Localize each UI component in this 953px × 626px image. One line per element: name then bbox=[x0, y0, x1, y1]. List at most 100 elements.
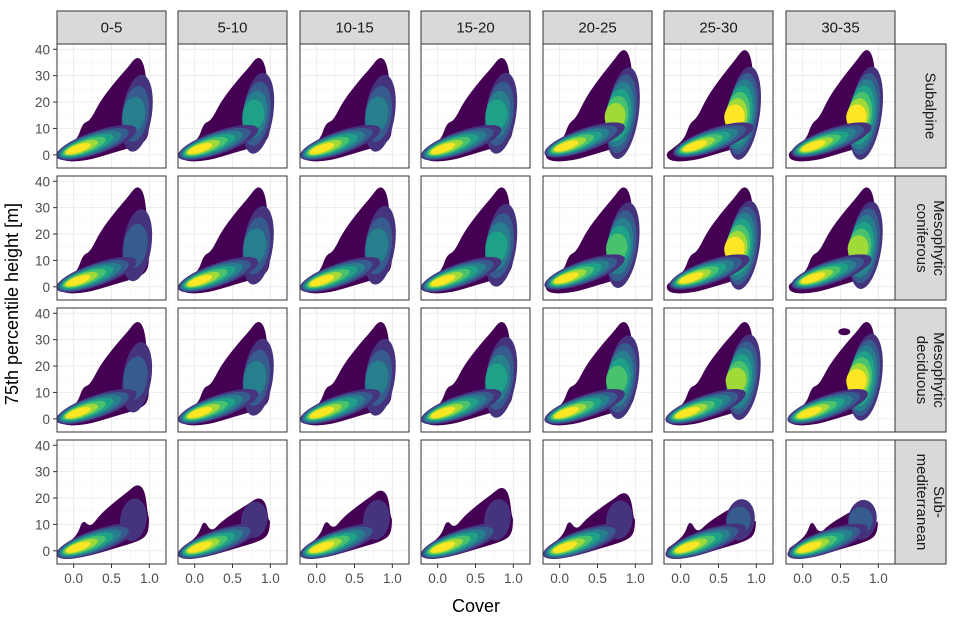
x-tick-label: 1.0 bbox=[261, 571, 280, 586]
panel-3-2 bbox=[297, 439, 412, 565]
column-strip-label: 5-10 bbox=[217, 20, 247, 37]
density-ridge-level-8 bbox=[675, 541, 700, 553]
panel-0-5 bbox=[661, 43, 776, 169]
density-ridge-level-8 bbox=[187, 541, 213, 553]
density-ridge-level-8 bbox=[187, 407, 213, 419]
column-strip-label: 10-15 bbox=[335, 20, 373, 37]
row-strip bbox=[894, 439, 947, 565]
density-contours bbox=[665, 322, 761, 426]
panel-1-0 bbox=[54, 175, 169, 301]
row-strip-label: Mesophytic bbox=[930, 200, 947, 276]
x-axis-title: Cover bbox=[452, 596, 500, 616]
panel-1-3 bbox=[418, 175, 533, 301]
y-tick-label: 30 bbox=[35, 465, 50, 480]
panel-border bbox=[663, 175, 774, 301]
column-strip-label: 20-25 bbox=[578, 20, 616, 37]
row-strip bbox=[894, 307, 947, 433]
panel-border bbox=[420, 175, 531, 301]
density-ridge-level-8 bbox=[65, 143, 91, 155]
y-tick-label: 20 bbox=[35, 227, 50, 242]
column-strip-label: 15-20 bbox=[456, 20, 494, 37]
y-tick-label: 10 bbox=[35, 253, 50, 268]
density-contours bbox=[421, 187, 518, 294]
density-contours bbox=[666, 187, 761, 294]
y-tick-label: 10 bbox=[35, 121, 50, 136]
ticks-layer: 0 10 20 30 40 0 10 20 30 40 0 10 20 30 40 0 10 20 30 40 0.0 0… bbox=[35, 42, 888, 586]
density-contours bbox=[544, 50, 640, 162]
density-upper-level-4 bbox=[243, 360, 267, 397]
density-ridge-level-8 bbox=[430, 143, 456, 155]
panel-3-4 bbox=[540, 439, 655, 565]
density-ridge-level-8 bbox=[797, 541, 822, 553]
y-tick-label: 20 bbox=[35, 95, 50, 110]
density-contours bbox=[788, 50, 884, 162]
density-contours bbox=[178, 322, 274, 426]
density-ridge-level-8 bbox=[309, 407, 335, 419]
column-strip bbox=[785, 10, 896, 45]
panel-border bbox=[299, 175, 410, 301]
panel-border bbox=[542, 175, 653, 301]
density-contours bbox=[57, 187, 153, 294]
x-tick-label: 0.5 bbox=[223, 571, 242, 586]
density-contours bbox=[544, 322, 640, 426]
x-tick-label: 0.5 bbox=[345, 571, 364, 586]
x-tick-label: 0.0 bbox=[550, 571, 569, 586]
panel-border bbox=[56, 175, 167, 301]
panel-2-0 bbox=[54, 307, 169, 433]
density-outlier-blob bbox=[838, 328, 851, 336]
density-contours bbox=[787, 499, 878, 559]
y-axis-title: 75th percentile height [m] bbox=[2, 203, 22, 405]
panel-border bbox=[56, 307, 167, 433]
y-tick-label: 10 bbox=[35, 385, 50, 400]
x-tick-label: 0.0 bbox=[307, 571, 326, 586]
column-strip-label: 30-35 bbox=[821, 20, 859, 37]
density-ridge-level-8 bbox=[430, 407, 456, 419]
panel-3-5 bbox=[661, 439, 776, 565]
density-upper-level-7 bbox=[725, 367, 747, 393]
row-strip-label: mediterranean bbox=[913, 454, 930, 551]
column-strip bbox=[663, 10, 774, 45]
density-ridge-level-8 bbox=[187, 275, 213, 287]
density-upper-level-5 bbox=[485, 363, 508, 395]
density-upper-level-5 bbox=[485, 99, 508, 131]
y-tick-label: 30 bbox=[35, 69, 50, 84]
panel-3-0 bbox=[54, 439, 169, 565]
panel-0-6 bbox=[783, 43, 898, 169]
panel-0-0 bbox=[54, 43, 169, 169]
y-tick-label: 40 bbox=[35, 174, 50, 189]
y-tick-label: 10 bbox=[35, 517, 50, 532]
density-ridge-level-8 bbox=[675, 407, 700, 419]
panel-0-4 bbox=[540, 43, 655, 169]
density-upper-level-5 bbox=[242, 99, 265, 131]
density-upper-level-5 bbox=[485, 231, 508, 263]
panel-0-2 bbox=[297, 43, 412, 169]
panel-1-2 bbox=[297, 175, 412, 301]
x-tick-label: 0.0 bbox=[793, 571, 812, 586]
panel-1-4 bbox=[540, 175, 655, 301]
density-ridge-level-8 bbox=[554, 407, 579, 419]
density-contours bbox=[57, 485, 149, 559]
density-ridge-level-8 bbox=[430, 541, 456, 553]
y-tick-label: 20 bbox=[35, 359, 50, 374]
row-strip-label: deciduous bbox=[913, 336, 930, 404]
x-tick-label: 1.0 bbox=[869, 571, 888, 586]
x-tick-label: 0.5 bbox=[709, 571, 728, 586]
panel-border bbox=[177, 307, 288, 433]
y-tick-label: 0 bbox=[42, 412, 50, 427]
panel-3-1 bbox=[175, 439, 290, 565]
x-tick-label: 0.0 bbox=[671, 571, 690, 586]
column-strip bbox=[177, 10, 288, 45]
density-ridge-level-8 bbox=[65, 275, 91, 287]
x-tick-label: 0.0 bbox=[428, 571, 447, 586]
x-tick-label: 1.0 bbox=[504, 571, 523, 586]
y-tick-label: 0 bbox=[42, 544, 50, 559]
column-strip-label: 25-30 bbox=[699, 20, 737, 37]
panel-2-4 bbox=[540, 307, 655, 433]
y-tick-label: 40 bbox=[35, 438, 50, 453]
x-tick-label: 1.0 bbox=[383, 571, 402, 586]
density-upper-level-6 bbox=[606, 365, 628, 394]
density-contours bbox=[178, 498, 270, 559]
density-ridge-level-8 bbox=[682, 140, 708, 152]
